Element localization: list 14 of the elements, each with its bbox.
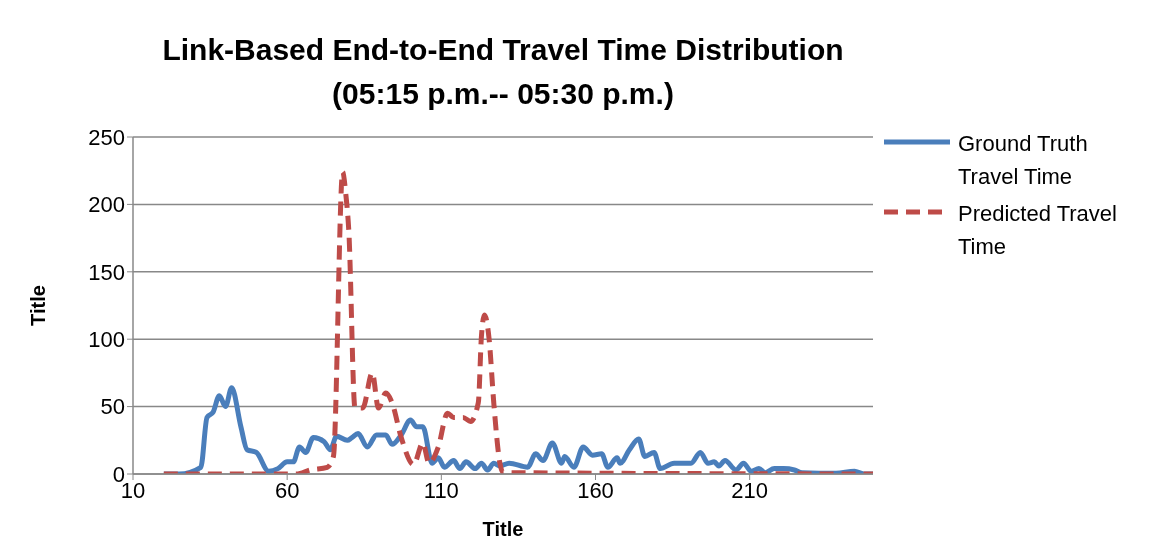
legend-label: Ground Truth Travel Time	[958, 130, 1089, 191]
x-tick-label: 60	[274, 477, 300, 503]
y-tick-label: 200	[88, 192, 125, 218]
y-axis-title: Title	[27, 285, 50, 326]
legend-label: Predicted Travel Time	[958, 200, 1118, 261]
x-tick-label: 160	[577, 477, 614, 503]
y-tick-label: 150	[88, 259, 125, 285]
x-axis-title: Title	[482, 518, 524, 540]
y-tick-label: 50	[100, 394, 125, 420]
y-tick-label: 100	[88, 327, 125, 353]
x-tick-label: 110	[423, 477, 459, 503]
x-tick-label: 210	[731, 477, 769, 503]
y-tick-label: 250	[88, 124, 125, 150]
chart-title: Link-Based End-to-End Travel Time Distribution (05:15 p.m.-- 05:30 p.m.)	[161, 32, 845, 112]
